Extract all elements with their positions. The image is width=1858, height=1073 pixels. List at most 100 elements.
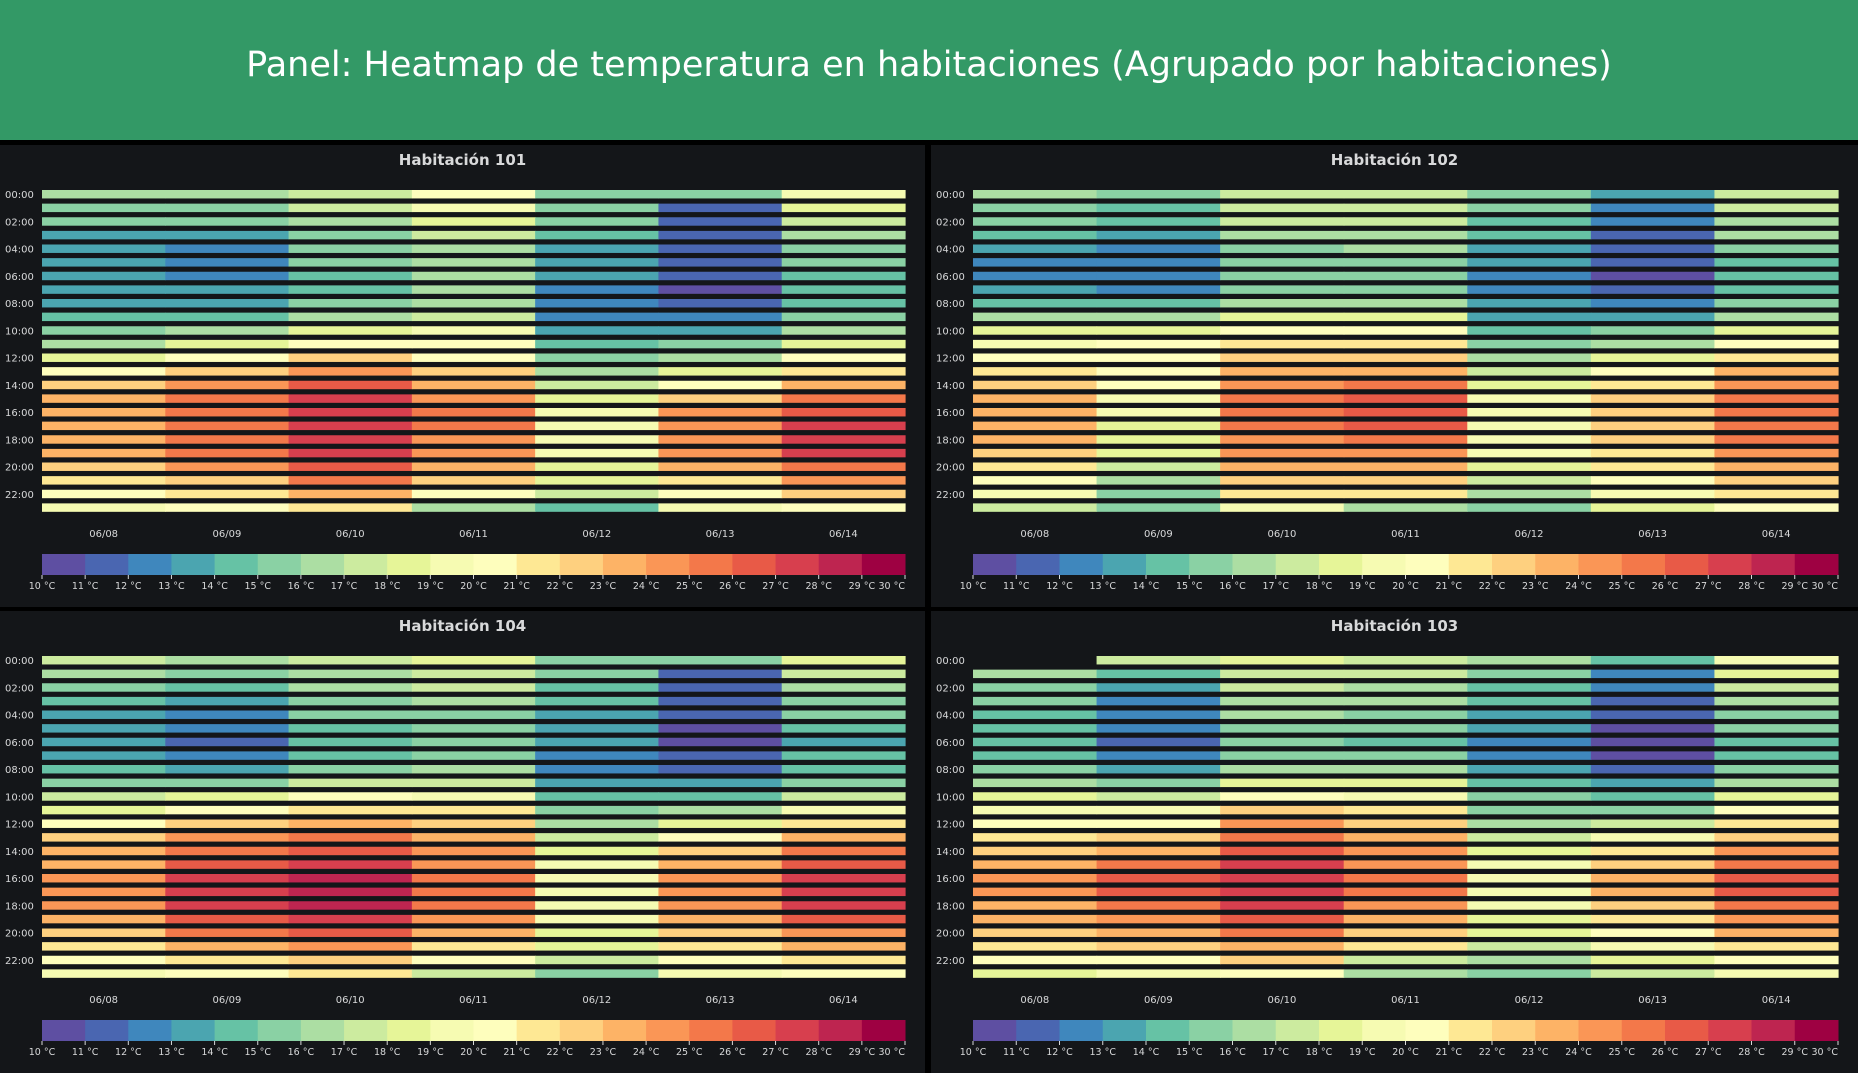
heatmap-cell[interactable] — [165, 448, 290, 458]
heatmap-cell[interactable] — [1467, 408, 1592, 417]
heatmap-cell[interactable] — [411, 656, 536, 665]
heatmap-cell[interactable] — [1096, 765, 1221, 774]
heatmap-cell[interactable] — [1096, 367, 1221, 376]
heatmap-cell[interactable] — [42, 914, 166, 924]
heatmap-cell[interactable] — [42, 448, 166, 458]
heatmap-cell[interactable] — [288, 230, 413, 240]
heatmap-cell[interactable] — [1714, 969, 1839, 978]
heatmap-cell[interactable] — [1714, 258, 1839, 267]
heatmap-cell[interactable] — [658, 244, 783, 253]
heatmap-cell[interactable] — [973, 367, 1098, 376]
heatmap-cell[interactable] — [288, 421, 413, 431]
heatmap-cell[interactable] — [781, 669, 906, 679]
heatmap-cell[interactable] — [288, 887, 413, 897]
heatmap-cell[interactable] — [1343, 833, 1468, 842]
heatmap-cell[interactable] — [165, 696, 290, 706]
heatmap-cell[interactable] — [165, 476, 290, 485]
heatmap-cell[interactable] — [1096, 299, 1221, 308]
heatmap-cell[interactable] — [781, 737, 906, 747]
heatmap-cell[interactable] — [535, 503, 660, 512]
heatmap-cell[interactable] — [1590, 190, 1716, 199]
heatmap-cell[interactable] — [1220, 312, 1345, 322]
heatmap-cell[interactable] — [165, 299, 290, 308]
heatmap-cell[interactable] — [781, 489, 906, 499]
heatmap-cell[interactable] — [42, 258, 166, 267]
heatmap-cell[interactable] — [1343, 792, 1468, 801]
heatmap-cell[interactable] — [1590, 696, 1716, 706]
heatmap-cell[interactable] — [288, 860, 413, 869]
heatmap-cell[interactable] — [165, 353, 290, 362]
heatmap-cell[interactable] — [411, 887, 536, 897]
heatmap-cell[interactable] — [1590, 448, 1716, 458]
heatmap-cell[interactable] — [288, 928, 413, 937]
heatmap-cell[interactable] — [1220, 217, 1345, 226]
heatmap-cell[interactable] — [1220, 737, 1345, 747]
heatmap-cell[interactable] — [165, 819, 290, 828]
heatmap-cell[interactable] — [658, 271, 783, 281]
heatmap-cell[interactable] — [1590, 955, 1716, 965]
heatmap-cell[interactable] — [658, 901, 783, 910]
heatmap-cell[interactable] — [288, 312, 413, 322]
heatmap-cell[interactable] — [535, 955, 660, 965]
heatmap-cell[interactable] — [973, 380, 1098, 390]
heatmap-cell[interactable] — [535, 244, 660, 253]
heatmap-cell[interactable] — [1096, 969, 1221, 978]
heatmap-cell[interactable] — [288, 489, 413, 499]
heatmap-cell[interactable] — [1590, 751, 1716, 760]
heatmap-cell[interactable] — [781, 792, 906, 801]
heatmap-cell[interactable] — [1714, 394, 1839, 403]
heatmap-cell[interactable] — [535, 462, 660, 471]
heatmap-cell[interactable] — [658, 656, 783, 665]
heatmap-cell[interactable] — [973, 751, 1098, 760]
heatmap-cell[interactable] — [535, 421, 660, 431]
heatmap-cell[interactable] — [973, 778, 1098, 788]
heatmap-cell[interactable] — [1590, 380, 1716, 390]
heatmap-cell[interactable] — [42, 339, 166, 349]
heatmap-cell[interactable] — [658, 380, 783, 390]
heatmap-cell[interactable] — [1343, 230, 1468, 240]
heatmap-cell[interactable] — [535, 230, 660, 240]
heatmap-cell[interactable] — [781, 312, 906, 322]
heatmap-cell[interactable] — [973, 258, 1098, 267]
heatmap-cell[interactable] — [1467, 217, 1592, 226]
heatmap-cell[interactable] — [1467, 312, 1592, 322]
heatmap-cell[interactable] — [42, 312, 166, 322]
heatmap-cell[interactable] — [1096, 353, 1221, 362]
heatmap-cell[interactable] — [658, 435, 783, 444]
heatmap-cell[interactable] — [1590, 724, 1716, 733]
heatmap-cell[interactable] — [288, 203, 413, 213]
heatmap-cell[interactable] — [1096, 203, 1221, 213]
heatmap-cell[interactable] — [1343, 503, 1468, 512]
heatmap-cell[interactable] — [42, 408, 166, 417]
heatmap-cell[interactable] — [658, 914, 783, 924]
heatmap-cell[interactable] — [1096, 778, 1221, 788]
heatmap-cell[interactable] — [1343, 656, 1468, 665]
heatmap-cell[interactable] — [1343, 819, 1468, 828]
heatmap-cell[interactable] — [411, 190, 536, 199]
heatmap-cell[interactable] — [42, 846, 166, 856]
heatmap-cell[interactable] — [1096, 955, 1221, 965]
heatmap-cell[interactable] — [535, 217, 660, 226]
heatmap-cell[interactable] — [411, 765, 536, 774]
heatmap-cell[interactable] — [1590, 367, 1716, 376]
heatmap-cell[interactable] — [1343, 217, 1468, 226]
heatmap-cell[interactable] — [535, 805, 660, 815]
heatmap-cell[interactable] — [42, 724, 166, 733]
heatmap-cell[interactable] — [658, 408, 783, 417]
heatmap-cell[interactable] — [165, 955, 290, 965]
heatmap-cell[interactable] — [781, 846, 906, 856]
heatmap-cell[interactable] — [165, 792, 290, 801]
heatmap-cell[interactable] — [1590, 203, 1716, 213]
heatmap-cell[interactable] — [1590, 503, 1716, 512]
heatmap-cell[interactable] — [1467, 969, 1592, 978]
heatmap-cell[interactable] — [1343, 942, 1468, 951]
heatmap-cell[interactable] — [288, 710, 413, 719]
heatmap-cell[interactable] — [658, 203, 783, 213]
heatmap-cell[interactable] — [1096, 421, 1221, 431]
heatmap-cell[interactable] — [1467, 203, 1592, 213]
heatmap-cell[interactable] — [42, 503, 166, 512]
heatmap-cell[interactable] — [1220, 805, 1345, 815]
heatmap-cell[interactable] — [1714, 217, 1839, 226]
heatmap-cell[interactable] — [658, 696, 783, 706]
heatmap-cell[interactable] — [781, 326, 906, 335]
